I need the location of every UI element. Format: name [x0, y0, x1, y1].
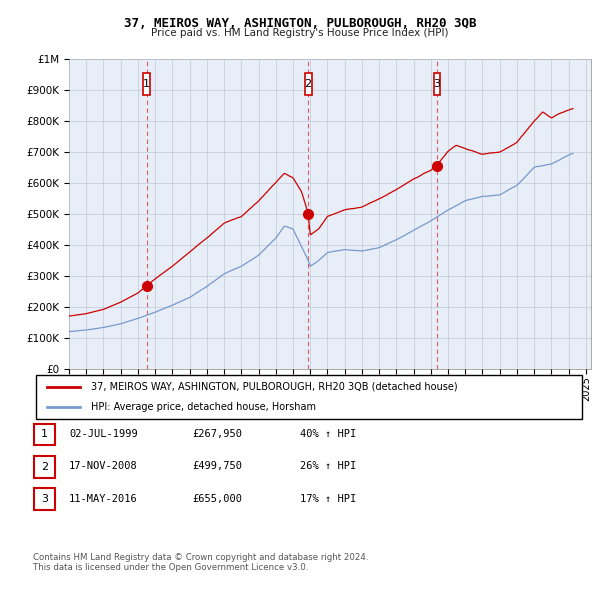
Text: 40% ↑ HPI: 40% ↑ HPI	[300, 429, 356, 438]
Text: £267,950: £267,950	[192, 429, 242, 438]
Text: 2: 2	[41, 462, 48, 472]
Text: This data is licensed under the Open Government Licence v3.0.: This data is licensed under the Open Gov…	[33, 563, 308, 572]
FancyBboxPatch shape	[34, 456, 55, 478]
Text: 17-NOV-2008: 17-NOV-2008	[69, 461, 138, 471]
FancyBboxPatch shape	[34, 489, 55, 510]
Text: 02-JUL-1999: 02-JUL-1999	[69, 429, 138, 438]
Bar	[305, 73, 311, 94]
Text: £655,000: £655,000	[192, 494, 242, 503]
Text: 11-MAY-2016: 11-MAY-2016	[69, 494, 138, 503]
Text: 3: 3	[433, 79, 440, 88]
Bar	[434, 73, 440, 94]
Bar	[143, 73, 150, 94]
Text: 1: 1	[41, 430, 48, 440]
Text: 1: 1	[143, 79, 150, 88]
Text: 37, MEIROS WAY, ASHINGTON, PULBOROUGH, RH20 3QB: 37, MEIROS WAY, ASHINGTON, PULBOROUGH, R…	[124, 17, 476, 30]
Text: 3: 3	[41, 494, 48, 504]
Text: HPI: Average price, detached house, Horsham: HPI: Average price, detached house, Hors…	[91, 402, 316, 412]
FancyBboxPatch shape	[34, 424, 55, 445]
Text: 37, MEIROS WAY, ASHINGTON, PULBOROUGH, RH20 3QB (detached house): 37, MEIROS WAY, ASHINGTON, PULBOROUGH, R…	[91, 382, 457, 392]
Text: Price paid vs. HM Land Registry's House Price Index (HPI): Price paid vs. HM Land Registry's House …	[151, 28, 449, 38]
Text: Contains HM Land Registry data © Crown copyright and database right 2024.: Contains HM Land Registry data © Crown c…	[33, 553, 368, 562]
Text: 26% ↑ HPI: 26% ↑ HPI	[300, 461, 356, 471]
Text: £499,750: £499,750	[192, 461, 242, 471]
Text: 17% ↑ HPI: 17% ↑ HPI	[300, 494, 356, 503]
Text: 2: 2	[305, 79, 311, 88]
FancyBboxPatch shape	[36, 375, 582, 419]
